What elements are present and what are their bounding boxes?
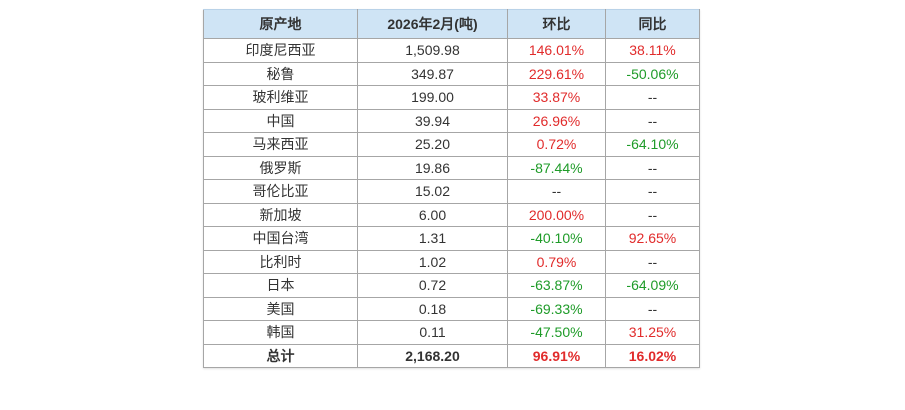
cell-amount: 0.18 — [357, 296, 508, 321]
cell-amount: 349.87 — [357, 61, 508, 86]
data-table: 原产地 2026年2月(吨) 环比 同比 印度尼西亚 1,509.98 146.01… — [203, 9, 700, 368]
cell-amount: 25.20 — [357, 132, 508, 157]
cell-amount: 6.00 — [357, 202, 508, 227]
cell-yoy: 16.02% — [605, 343, 700, 368]
cell-yoy: -- — [605, 85, 700, 110]
cell-mom: 229.61% — [507, 61, 606, 86]
cell-origin: 马来西亚 — [203, 132, 358, 157]
cell-mom: 96.91% — [507, 343, 606, 368]
cell-amount: 15.02 — [357, 179, 508, 204]
cell-yoy: -- — [605, 179, 700, 204]
table-row: 玻利维亚 199.00 33.87% -- — [203, 85, 700, 110]
cell-amount: 1,509.98 — [357, 38, 508, 63]
cell-mom: 26.96% — [507, 108, 606, 133]
table-row: 俄罗斯 19.86 -87.44% -- — [203, 155, 700, 180]
cell-yoy: -64.10% — [605, 132, 700, 157]
cell-amount: 19.86 — [357, 155, 508, 180]
cell-origin: 比利时 — [203, 249, 358, 274]
cell-origin: 新加坡 — [203, 202, 358, 227]
cell-yoy: -- — [605, 202, 700, 227]
cell-origin: 中国 — [203, 108, 358, 133]
table-row: 韩国 0.11 -47.50% 31.25% — [203, 320, 700, 345]
cell-mom: -- — [507, 179, 606, 204]
total-row: 总计 2,168.20 96.91% 16.02% — [203, 343, 700, 368]
cell-yoy: -- — [605, 249, 700, 274]
cell-amount: 1.02 — [357, 249, 508, 274]
table-row: 哥伦比亚 15.02 -- -- — [203, 179, 700, 204]
cell-origin: 玻利维亚 — [203, 85, 358, 110]
table-row: 日本 0.72 -63.87% -64.09% — [203, 273, 700, 298]
table-row: 中国 39.94 26.96% -- — [203, 108, 700, 133]
cell-mom: 33.87% — [507, 85, 606, 110]
cell-yoy: -64.09% — [605, 273, 700, 298]
cell-yoy: 92.65% — [605, 226, 700, 251]
cell-mom: -47.50% — [507, 320, 606, 345]
cell-mom: -69.33% — [507, 296, 606, 321]
cell-origin: 韩国 — [203, 320, 358, 345]
cell-mom: 0.72% — [507, 132, 606, 157]
cell-origin: 日本 — [203, 273, 358, 298]
cell-yoy: -- — [605, 108, 700, 133]
cell-yoy: -- — [605, 296, 700, 321]
cell-mom: -87.44% — [507, 155, 606, 180]
cell-yoy: -50.06% — [605, 61, 700, 86]
cell-amount: 39.94 — [357, 108, 508, 133]
cell-amount: 199.00 — [357, 85, 508, 110]
table-row: 马来西亚 25.20 0.72% -64.10% — [203, 132, 700, 157]
cell-mom: -63.87% — [507, 273, 606, 298]
cell-amount: 1.31 — [357, 226, 508, 251]
table-row: 美国 0.18 -69.33% -- — [203, 296, 700, 321]
cell-yoy: -- — [605, 155, 700, 180]
cell-yoy: 38.11% — [605, 38, 700, 63]
cell-origin: 秘鲁 — [203, 61, 358, 86]
table-row: 中国台湾 1.31 -40.10% 92.65% — [203, 226, 700, 251]
cell-origin: 哥伦比亚 — [203, 179, 358, 204]
table-row: 印度尼西亚 1,509.98 146.01% 38.11% — [203, 38, 700, 63]
cell-mom: 200.00% — [507, 202, 606, 227]
cell-amount: 0.11 — [357, 320, 508, 345]
cell-amount: 2,168.20 — [357, 343, 508, 368]
cell-origin: 俄罗斯 — [203, 155, 358, 180]
cell-mom: 0.79% — [507, 249, 606, 274]
column-header-mom: 环比 — [507, 9, 606, 39]
column-header-origin: 原产地 — [203, 9, 358, 39]
cell-mom: -40.10% — [507, 226, 606, 251]
cell-mom: 146.01% — [507, 38, 606, 63]
column-header-amount: 2026年2月(吨) — [357, 9, 508, 39]
cell-origin: 印度尼西亚 — [203, 38, 358, 63]
import-origin-table: 原产地 2026年2月(吨) 环比 同比 印度尼西亚 1,509.98 146.01… — [203, 9, 700, 368]
column-header-yoy: 同比 — [605, 9, 700, 39]
table-row: 秘鲁 349.87 229.61% -50.06% — [203, 61, 700, 86]
cell-origin: 中国台湾 — [203, 226, 358, 251]
table-row: 新加坡 6.00 200.00% -- — [203, 202, 700, 227]
cell-origin: 美国 — [203, 296, 358, 321]
cell-amount: 0.72 — [357, 273, 508, 298]
table-row: 比利时 1.02 0.79% -- — [203, 249, 700, 274]
cell-yoy: 31.25% — [605, 320, 700, 345]
cell-origin: 总计 — [203, 343, 358, 368]
header-row: 原产地 2026年2月(吨) 环比 同比 — [203, 9, 700, 39]
